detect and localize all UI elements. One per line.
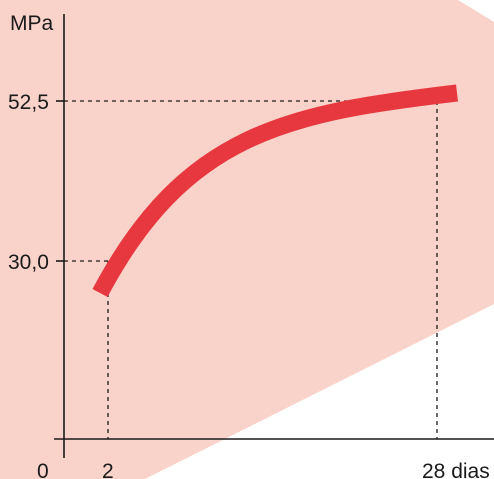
guide-lines <box>64 100 438 439</box>
y-tick-label: 30,0 <box>8 251 49 274</box>
x-tick-label: 28 dias <box>422 460 490 479</box>
series-line <box>92 84 458 297</box>
x-tick-label: 2 <box>102 460 114 479</box>
y-tick-label: 52,5 <box>8 91 49 114</box>
x-origin-label: 0 <box>37 460 49 479</box>
chart-marks: 30,0 52,5 2 28 dias <box>8 91 490 479</box>
y-unit-label: MPa <box>10 12 54 35</box>
